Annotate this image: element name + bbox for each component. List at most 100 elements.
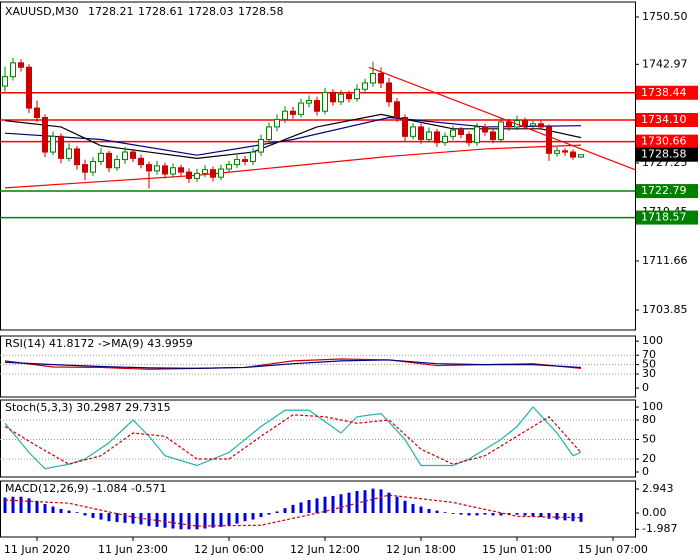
histogram-bar [419, 506, 423, 514]
ohlc-value: 1728.61 [138, 5, 184, 18]
indicator-line [4, 414, 582, 465]
candle-body [50, 135, 56, 153]
candle-body [234, 159, 240, 166]
histogram-bar [491, 513, 495, 516]
level-label: 1718.57 [641, 211, 687, 224]
candle-body [402, 117, 408, 137]
histogram-bar [203, 513, 207, 529]
histogram-bar [131, 513, 135, 524]
candle-body [562, 150, 568, 153]
histogram-bar [563, 513, 567, 521]
pane-frame [0, 1, 636, 331]
pane-frame [0, 335, 636, 398]
histogram-bar [27, 498, 31, 514]
candle-body [554, 150, 560, 154]
histogram-bar [107, 513, 111, 522]
candle-body [298, 102, 304, 115]
y-tick-label: 70 [642, 348, 656, 361]
candle-body [530, 123, 536, 127]
ohlc-value: 1728.03 [188, 5, 234, 18]
candle-body [66, 148, 72, 159]
y-tick-label: 20 [642, 452, 656, 465]
histogram-bar [67, 510, 71, 514]
histogram-bar [115, 513, 119, 523]
x-tick-label: 15 Jun 07:00 [578, 543, 648, 556]
candle-body [226, 164, 232, 170]
candle-body [2, 76, 8, 87]
y-tick-label: 0.00 [642, 506, 667, 519]
ohlc-value: 1728.21 [88, 5, 134, 18]
x-tick-label: 15 Jun 01:00 [482, 543, 552, 556]
histogram-bar [163, 513, 167, 528]
candle-body [90, 160, 96, 173]
candle-body [338, 93, 344, 103]
y-tick-label: 0 [642, 465, 649, 478]
trend-line [368, 66, 636, 171]
pane-title: Stoch(5,3,3) 30.2987 29.7315 [5, 401, 171, 414]
candle-body [330, 91, 336, 103]
histogram-bar [123, 513, 127, 523]
histogram-bar [371, 488, 375, 514]
histogram-bar [235, 513, 239, 524]
histogram-bar [59, 508, 63, 514]
candle-body [26, 66, 32, 109]
candle-body [274, 118, 280, 128]
candle-body [194, 172, 200, 179]
candle-body [498, 121, 504, 140]
y-tick-label: 30 [642, 367, 656, 380]
histogram-bar [387, 492, 391, 514]
x-tick-label: 12 Jun 18:00 [386, 543, 456, 556]
symbol-label: XAUUSD,M30 [5, 5, 79, 18]
candle-body [322, 91, 328, 112]
candle-body [306, 100, 312, 104]
level-label: 1722.79 [641, 184, 687, 197]
candle-body [98, 152, 104, 162]
candle-body [34, 107, 40, 119]
histogram-bar [83, 513, 87, 516]
histogram-bar [155, 513, 159, 527]
histogram-bar [19, 496, 23, 514]
candle-body [202, 169, 208, 174]
x-tick-label: 11 Jun 2020 [4, 543, 70, 556]
candle-body [146, 164, 152, 172]
candle-body [106, 152, 112, 169]
signal-line [4, 494, 582, 527]
x-tick-label: 12 Jun 12:00 [290, 543, 360, 556]
candle-body [538, 123, 544, 128]
candle-body [250, 151, 256, 162]
pane-title: RSI(14) 41.8172 ->MA(9) 43.9959 [5, 337, 193, 350]
candle-body [434, 131, 440, 144]
histogram-bar [427, 508, 431, 514]
histogram-bar [179, 513, 183, 530]
histogram-bar [523, 513, 527, 516]
candle-body [114, 159, 120, 169]
histogram-bar [211, 513, 215, 528]
candle-body [282, 110, 288, 120]
level-label: 1738.44 [641, 86, 687, 99]
candle-body [154, 165, 160, 172]
histogram-bar [195, 513, 199, 530]
candle-body [418, 126, 424, 140]
level-label-box [636, 210, 698, 225]
histogram-bar [299, 502, 303, 514]
candle-body [170, 167, 176, 175]
y-tick-label: 1703.85 [642, 303, 688, 316]
histogram-bar [531, 513, 535, 517]
histogram-bar [51, 506, 55, 514]
histogram-bar [443, 512, 447, 514]
histogram-bar [379, 489, 383, 514]
level-label-box [636, 85, 698, 100]
candle-body [426, 131, 432, 140]
candle-body [130, 151, 136, 159]
y-tick-label: 50 [642, 433, 656, 446]
level-label: 1734.10 [641, 113, 687, 126]
candle-body [82, 164, 88, 173]
candle-body [578, 154, 584, 158]
candle-body [466, 133, 472, 144]
x-tick-label: 11 Jun 23:00 [98, 543, 168, 556]
indicator-line [4, 359, 582, 369]
candle-body [570, 151, 576, 158]
pane-frame [0, 399, 636, 478]
candle-body [18, 62, 24, 68]
candle-body [74, 148, 80, 166]
